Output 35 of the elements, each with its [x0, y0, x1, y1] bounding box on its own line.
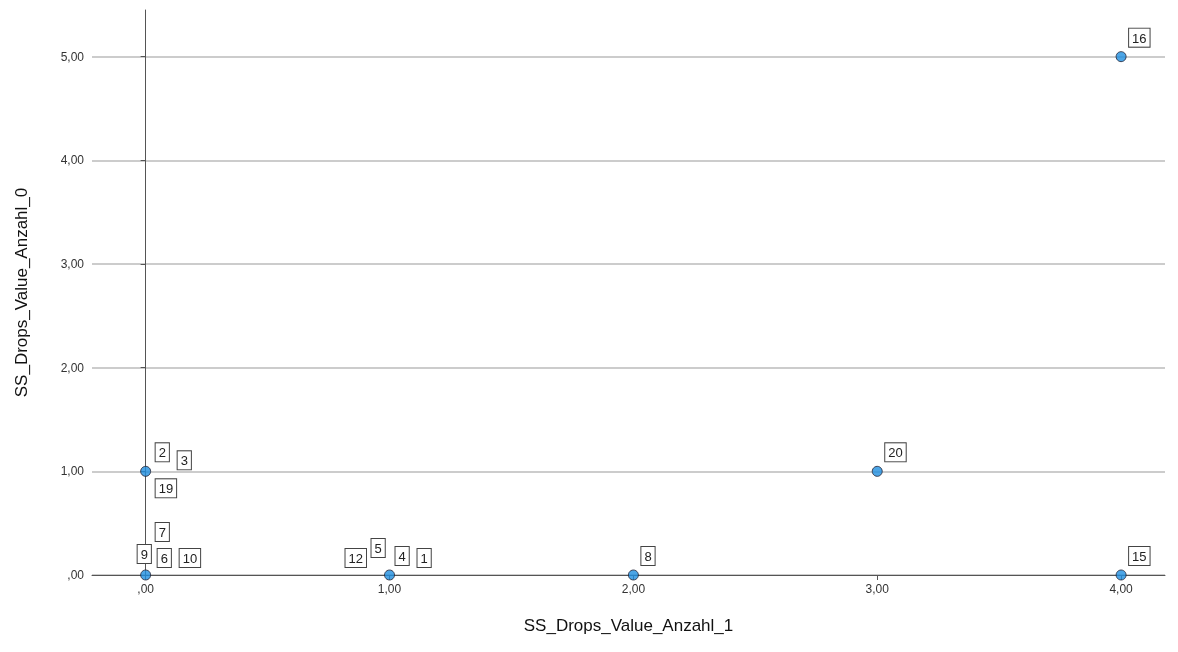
- y-axis-title: SS_Drops_Value_Anzahl_0: [12, 187, 31, 398]
- y-tick-label: 4,00: [60, 153, 85, 168]
- y-tick-label: 3,00: [60, 256, 85, 271]
- annotation: 5: [374, 541, 382, 556]
- x-tick-label: 1,00: [377, 582, 402, 596]
- annotation: 10: [182, 551, 198, 566]
- x-tick-label: ,00: [137, 582, 155, 596]
- y-tick-label: 5,00: [60, 49, 85, 64]
- annotation: 4: [398, 549, 406, 564]
- x-axis-title: SS_Drops_Value_Anzahl_1: [523, 616, 734, 635]
- x-tick-label: 4,00: [1109, 582, 1134, 596]
- annotation: 8: [644, 549, 652, 564]
- annotation: 2: [158, 445, 166, 461]
- point: [140, 569, 152, 581]
- annotation: 1: [420, 551, 428, 566]
- annotation: 9: [140, 547, 148, 562]
- x-tick-label: 2,00: [621, 582, 646, 596]
- y-tick-label: 1,00: [60, 464, 85, 479]
- annotation: 15: [1132, 549, 1147, 564]
- y-tick-label: ,00: [67, 568, 85, 582]
- y-tick-label: 2,00: [60, 360, 85, 375]
- point: [140, 465, 152, 477]
- point: [871, 465, 883, 477]
- annotation: 3: [180, 453, 188, 469]
- annotation: 12: [348, 551, 363, 566]
- x-tick-label: 3,00: [865, 582, 890, 596]
- annotation: 20: [888, 445, 903, 461]
- annotation: 16: [1132, 30, 1147, 46]
- point: [1115, 51, 1127, 63]
- point: [1115, 569, 1127, 581]
- annotation: 6: [160, 551, 168, 566]
- point: [384, 569, 396, 581]
- annotation: 19: [158, 481, 174, 497]
- point: [627, 569, 639, 581]
- annotation: 7: [158, 525, 166, 540]
